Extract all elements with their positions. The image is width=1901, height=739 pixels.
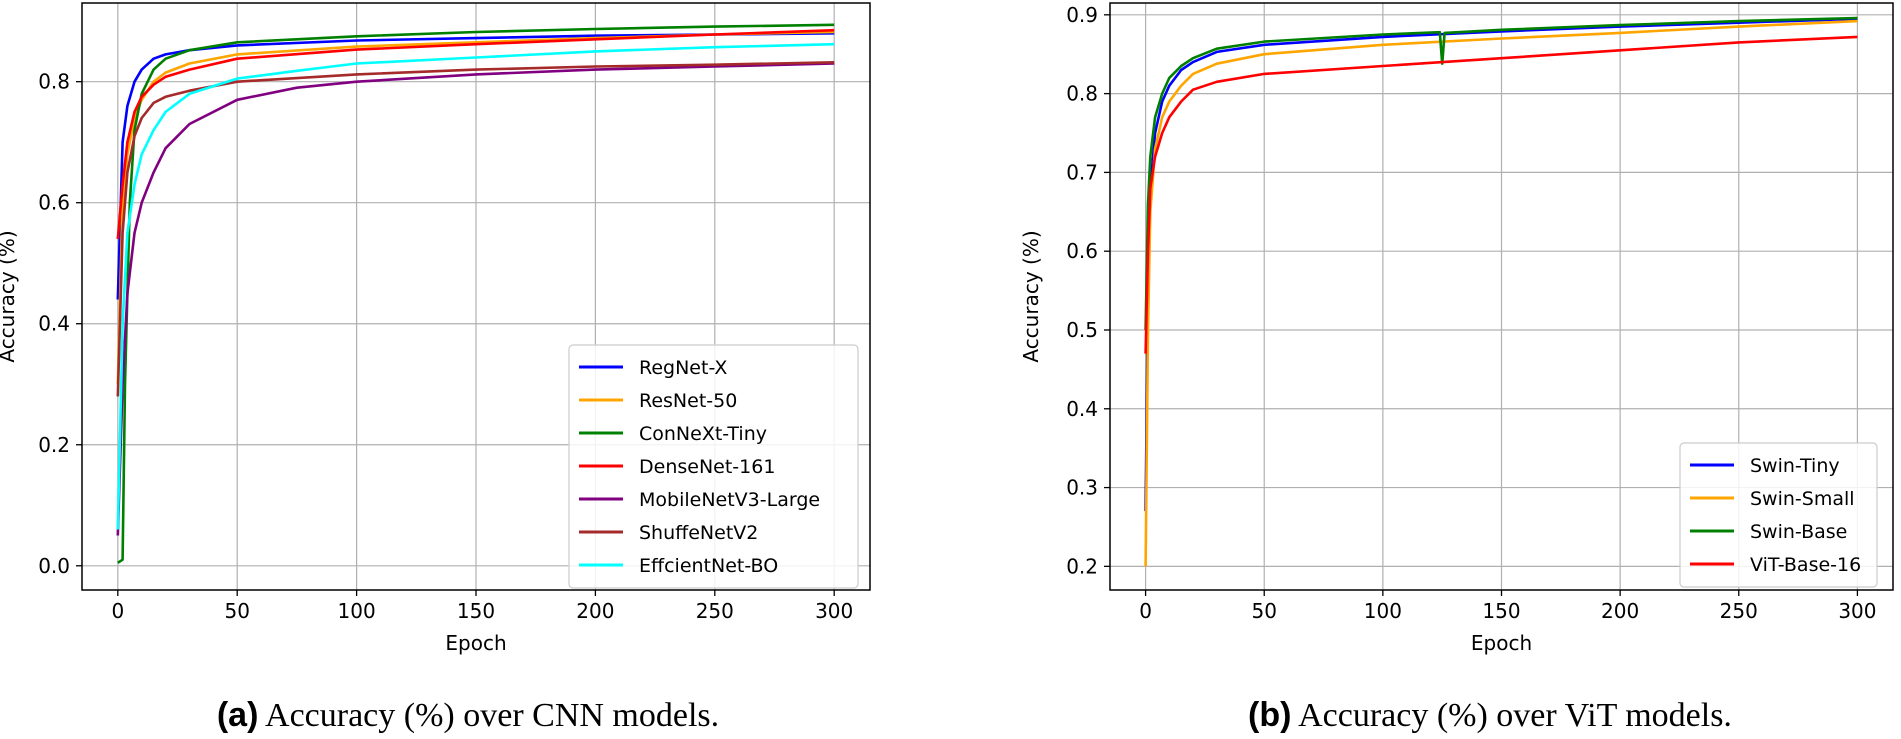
legend-label: Swin-Base [1750, 521, 1847, 543]
x-tick-label: 250 [1720, 599, 1758, 623]
y-axis-label: Accuracy (%) [0, 230, 19, 362]
series-line-vit-base-16 [1144, 35, 1858, 354]
x-tick-label: 200 [576, 599, 614, 623]
legend: Swin-Tiny Swin-Small Swin-Base ViT-Base-16 [1679, 442, 1878, 588]
x-tick-label: 200 [1601, 599, 1639, 623]
y-axis-label: Accuracy (%) [1019, 230, 1043, 362]
y-tick-label: 0.0 [38, 554, 70, 578]
x-tick-label: 300 [815, 599, 853, 623]
series-line-resnet-50 [116, 30, 835, 385]
legend-label: RegNet-X [639, 357, 727, 379]
y-tick-label: 0.6 [38, 191, 70, 215]
x-axis-label: Epoch [1471, 631, 1532, 655]
legend-label: ViT-Base-16 [1750, 554, 1861, 576]
x-tick-label: 100 [1364, 599, 1402, 623]
chart-cnn: 0 50 100 150 200 250 300 Epoch 0.0 0.2 0.4 0.6 0.8 Ac… [0, 2, 871, 655]
legend-label: ResNet-50 [639, 390, 737, 412]
series-line-shuffenetv2 [116, 61, 835, 397]
x-tick-label: 250 [696, 599, 734, 623]
x-tick-label: 300 [1838, 599, 1876, 623]
legend-label: DenseNet-161 [639, 456, 775, 478]
x-tick-label: 150 [457, 599, 495, 623]
gridlines [1110, 3, 1893, 590]
y-tick-label: 0.5 [1066, 318, 1098, 342]
series-line-regnet-x [116, 32, 835, 300]
x-tick-label: 0 [1139, 599, 1152, 623]
legend-label: ConNeXt-Tiny [639, 423, 767, 445]
legend-label: MobileNetV3-Large [639, 489, 820, 511]
chart-vit: 0 50 100 150 200 250 300Epoch0.20.30.40.50.60.… [1019, 2, 1894, 655]
caption-vit: (b) Accuracy (%) over ViT models. [1248, 696, 1732, 735]
series-lines [1144, 16, 1858, 567]
x-axis-label: Epoch [445, 631, 506, 655]
x-tick-label: 50 [1252, 599, 1277, 623]
y-tick-label: 0.2 [1066, 554, 1098, 578]
x-tick-label: 150 [1482, 599, 1520, 623]
legend-label: ShuffeNetV2 [639, 522, 758, 544]
y-tick-label: 0.3 [1066, 476, 1098, 500]
y-tick-label: 0.4 [38, 312, 70, 336]
series-line-swin-small [1144, 19, 1858, 567]
x-axis: 0 50 100 150 200 250 300 [111, 590, 853, 623]
legend: RegNet-X ResNet-50 ConNeXt-Tiny DenseNet-16… [568, 344, 859, 589]
y-axis: 0.0 0.2 0.4 0.6 0.8 [38, 70, 82, 578]
series-line-mobilenetv3-large [116, 62, 835, 536]
caption-tag: (b) [1248, 696, 1292, 734]
y-tick-label: 0.9 [1066, 3, 1098, 27]
series-line-effcientnet-bo [116, 42, 835, 530]
caption-cnn: (a) Accuracy (%) over CNN models. [217, 696, 719, 735]
series-lines [116, 23, 835, 564]
legend-label: EffcientNet-BO [639, 555, 778, 577]
series-line-swin-base [1144, 16, 1858, 331]
y-axis: 0.2 0.3 0.4 0.5 0.6 0.7 0.8 0.9 [1066, 3, 1110, 578]
legend-box [1679, 442, 1878, 588]
x-axis: 0 50 100 150 200 250 300 [1139, 590, 1877, 623]
legend-box [568, 344, 859, 589]
y-tick-label: 0.2 [38, 433, 70, 457]
caption-tag: (a) [216, 696, 259, 734]
caption-text: Accuracy (%) over ViT models. [1298, 697, 1732, 734]
y-tick-label: 0.8 [1066, 82, 1098, 106]
y-tick-label: 0.4 [1066, 397, 1098, 421]
x-tick-label: 50 [224, 599, 249, 623]
caption-text: Accuracy (%) over CNN models. [265, 697, 720, 734]
y-tick-label: 0.8 [38, 70, 70, 94]
series-line-densenet-161 [116, 28, 835, 240]
x-tick-label: 0 [111, 599, 124, 623]
legend-label: Swin-Tiny [1750, 455, 1840, 477]
legend-label: Swin-Small [1750, 488, 1855, 510]
y-tick-label: 0.7 [1066, 160, 1098, 184]
x-tick-label: 100 [338, 599, 376, 623]
y-tick-label: 0.6 [1066, 239, 1098, 263]
